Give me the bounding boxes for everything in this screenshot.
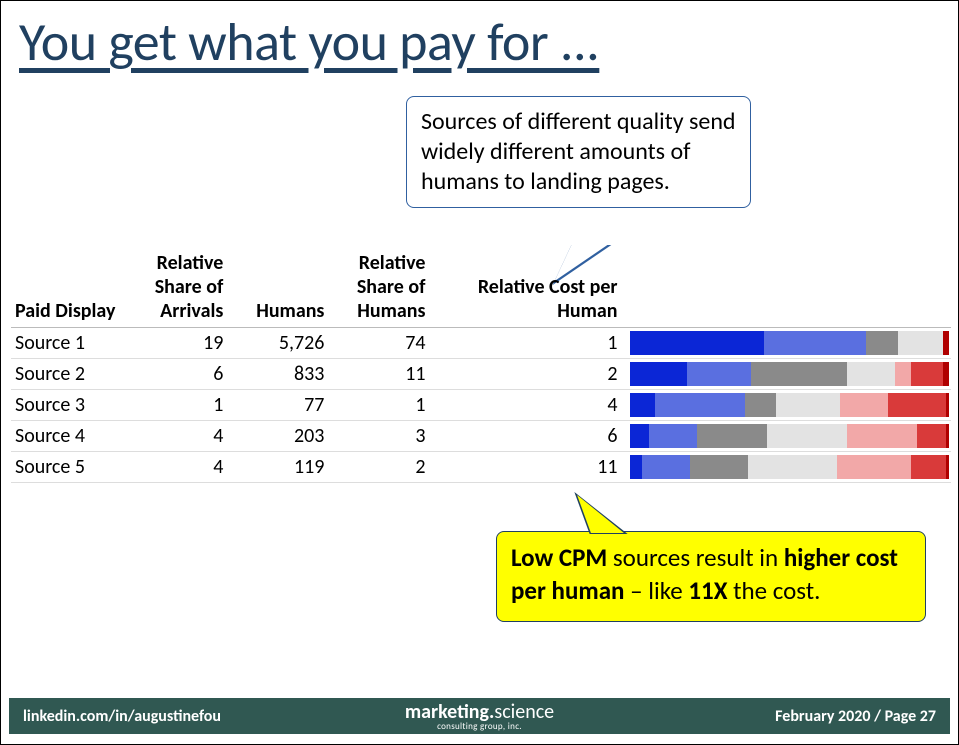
table-row: Source 1195,726741: [11, 328, 951, 359]
cell-share-humans: 74: [334, 328, 435, 359]
cell-cost: 2: [435, 359, 627, 390]
bar-segment-blue: [642, 455, 690, 479]
cell-humans: 833: [233, 359, 334, 390]
bar-segment-red: [917, 424, 946, 448]
cell-chart: [628, 421, 952, 452]
cell-source: Source 3: [11, 390, 132, 421]
bar-segment-gray: [751, 362, 847, 386]
footer-left: linkedin.com/in/augustinefou: [23, 707, 221, 726]
table-row: Source 317714: [11, 390, 951, 421]
cell-humans: 5,726: [233, 328, 334, 359]
table-row: Source 4420336: [11, 421, 951, 452]
bar-segment-lightgray: [767, 424, 847, 448]
cell-chart: [628, 452, 952, 483]
cell-humans: 119: [233, 452, 334, 483]
footer-right: February 2020 / Page 27: [775, 707, 936, 726]
th-source: Paid Display: [11, 249, 132, 328]
cell-cost: 11: [435, 452, 627, 483]
th-humans: Humans: [233, 249, 334, 328]
table-header-row: Paid Display Relative Share of Arrivals …: [11, 249, 951, 328]
bar-segment-darkblue: [630, 362, 688, 386]
cell-humans: 203: [233, 421, 334, 452]
cell-source: Source 2: [11, 359, 132, 390]
bar-segment-lightgray: [898, 331, 943, 355]
bar-segment-darkred: [943, 362, 949, 386]
bar-segment-lightgray: [847, 362, 895, 386]
cell-source: Source 4: [11, 421, 132, 452]
bar-segment-blue: [764, 331, 866, 355]
bar-segment-darkred: [943, 331, 949, 355]
bar-segment-red: [911, 455, 946, 479]
data-table-region: Paid Display Relative Share of Arrivals …: [11, 249, 951, 483]
stacked-bar: [630, 455, 950, 479]
cell-chart: [628, 359, 952, 390]
cell-cost: 4: [435, 390, 627, 421]
bar-segment-darkblue: [630, 331, 764, 355]
bar-segment-lightgray: [748, 455, 837, 479]
cell-arrivals: 6: [132, 359, 233, 390]
cell-source: Source 1: [11, 328, 132, 359]
bar-segment-lightred: [840, 393, 888, 417]
footer-bar: linkedin.com/in/augustinefou marketing.s…: [9, 698, 950, 734]
cell-humans: 77: [233, 390, 334, 421]
cell-cost: 1: [435, 328, 627, 359]
bar-segment-blue: [687, 362, 751, 386]
bar-segment-gray: [697, 424, 767, 448]
callout-bottom-p6: the cost.: [727, 575, 820, 606]
callout-bottom-p2: sources result in: [607, 542, 784, 573]
bar-segment-lightred: [837, 455, 910, 479]
cell-arrivals: 4: [132, 452, 233, 483]
callout-bottom-p1: Low CPM: [511, 542, 607, 573]
bar-segment-darkblue: [630, 455, 643, 479]
cell-chart: [628, 328, 952, 359]
callout-top: Sources of different quality send widely…: [406, 96, 751, 208]
bar-segment-red: [888, 393, 946, 417]
stacked-bar: [630, 331, 950, 355]
cell-share-humans: 1: [334, 390, 435, 421]
table-row: Source 26833112: [11, 359, 951, 390]
slide-title: You get what you pay for ...: [1, 1, 958, 79]
stacked-bar: [630, 424, 950, 448]
bar-segment-gray: [690, 455, 748, 479]
bar-segment-darkred: [946, 393, 949, 417]
bar-segment-darkblue: [630, 424, 649, 448]
bar-segment-lightgray: [776, 393, 840, 417]
cell-source: Source 5: [11, 452, 132, 483]
bar-segment-darkblue: [630, 393, 656, 417]
bar-segment-red: [911, 362, 943, 386]
bar-segment-lightred: [847, 424, 917, 448]
bar-segment-gray: [866, 331, 898, 355]
table-row: Source 54119211: [11, 452, 951, 483]
callout-top-text: Sources of different quality send widely…: [421, 107, 736, 196]
bar-segment-darkred: [946, 424, 949, 448]
cell-chart: [628, 390, 952, 421]
th-share-humans: Relative Share of Humans: [334, 249, 435, 328]
cell-cost: 6: [435, 421, 627, 452]
callout-bottom-p4: – like: [624, 575, 688, 606]
bar-segment-blue: [649, 424, 697, 448]
cell-arrivals: 4: [132, 421, 233, 452]
bar-segment-blue: [655, 393, 744, 417]
bar-segment-gray: [745, 393, 777, 417]
cell-arrivals: 19: [132, 328, 233, 359]
callout-bottom: Low CPM sources result in higher cost pe…: [496, 531, 926, 622]
stacked-bar: [630, 393, 950, 417]
bar-segment-darkred: [946, 455, 949, 479]
cell-share-humans: 11: [334, 359, 435, 390]
data-table: Paid Display Relative Share of Arrivals …: [11, 249, 951, 483]
cell-arrivals: 1: [132, 390, 233, 421]
cell-share-humans: 3: [334, 421, 435, 452]
callout-bottom-p5: 11X: [688, 575, 727, 606]
stacked-bar: [630, 362, 950, 386]
th-cost: Relative Cost per Human: [435, 249, 627, 328]
cell-share-humans: 2: [334, 452, 435, 483]
bar-segment-lightred: [895, 362, 911, 386]
th-chart: [628, 249, 952, 328]
th-arrivals: Relative Share of Arrivals: [132, 249, 233, 328]
